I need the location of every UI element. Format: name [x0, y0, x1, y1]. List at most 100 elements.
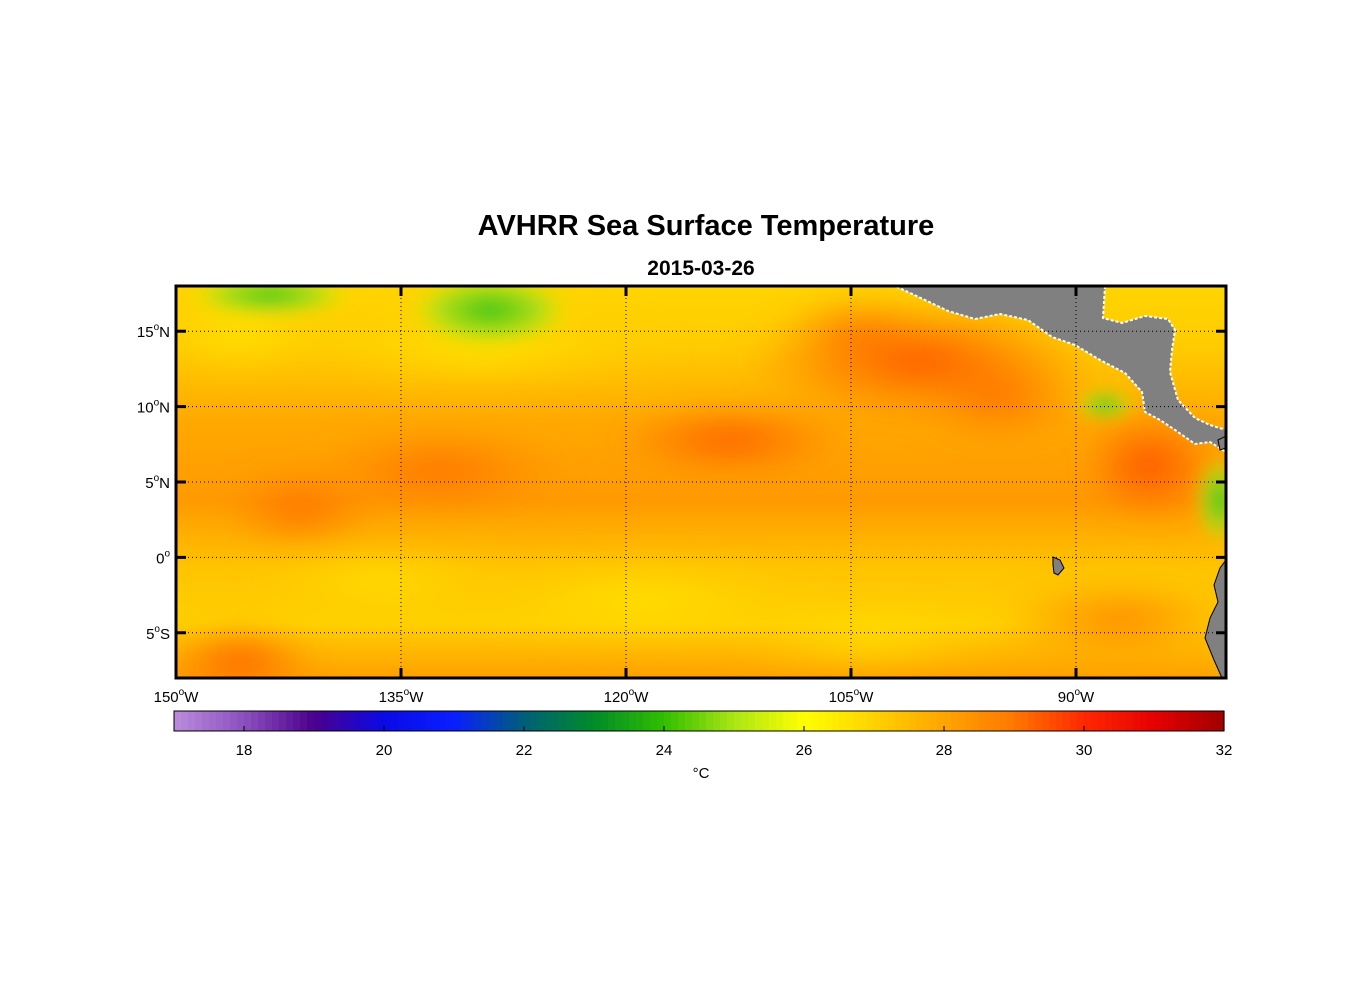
colorbar-step: [1210, 711, 1218, 731]
colorbar-step: [552, 711, 560, 731]
colorbar-step: [608, 711, 616, 731]
colorbar-step: [1126, 711, 1134, 731]
sst-field: [176, 286, 1226, 678]
colorbar-step: [223, 711, 231, 731]
colorbar-step: [447, 711, 455, 731]
colorbar-step: [797, 711, 805, 731]
colorbar-tick-label: 28: [936, 742, 953, 759]
colorbar-step: [755, 711, 763, 731]
colorbar-step: [1091, 711, 1099, 731]
colorbar-step: [1063, 711, 1071, 731]
colorbar-step: [1112, 711, 1120, 731]
colorbar-step: [1154, 711, 1162, 731]
colorbar-step: [258, 711, 266, 731]
colorbar-step: [1168, 711, 1176, 731]
colorbar-step: [811, 711, 819, 731]
colorbar-step: [293, 711, 301, 731]
colorbar-tick-label: 24: [656, 742, 673, 759]
colorbar-step: [461, 711, 469, 731]
colorbar-step: [440, 711, 448, 731]
colorbar-step: [678, 711, 686, 731]
colorbar-label: °C: [693, 765, 710, 782]
colorbar-step: [426, 711, 434, 731]
colorbar-step: [1021, 711, 1029, 731]
colorbar-step: [804, 711, 812, 731]
colorbar-step: [888, 711, 896, 731]
colorbar-step: [1000, 711, 1008, 731]
colorbar-step: [783, 711, 791, 731]
colorbar-step: [1175, 711, 1183, 731]
lon-tick-label: 135oW: [379, 687, 425, 706]
colorbar-step: [174, 711, 182, 731]
colorbar-frame: [173, 710, 1225, 732]
colorbar-step: [748, 711, 756, 731]
colorbar-step: [587, 711, 595, 731]
map-grid: [176, 286, 1226, 678]
colorbar-step: [1147, 711, 1155, 731]
colorbar-step: [1217, 711, 1225, 731]
colorbar-step: [1028, 711, 1036, 731]
colorbar-step: [895, 711, 903, 731]
colorbar-step: [489, 711, 497, 731]
colorbar-step: [860, 711, 868, 731]
colorbar-tick-label: 32: [1216, 742, 1233, 759]
colorbar-step: [1098, 711, 1106, 731]
colorbar-step: [958, 711, 966, 731]
colorbar-step: [538, 711, 546, 731]
colorbar-step: [216, 711, 224, 731]
colorbar-step: [209, 711, 217, 731]
colorbar-step: [713, 711, 721, 731]
colorbar-step: [902, 711, 910, 731]
colorbar-step: [993, 711, 1001, 731]
colorbar-step: [398, 711, 406, 731]
colorbar-step: [818, 711, 826, 731]
colorbar-tick-label: 22: [516, 742, 533, 759]
colorbar-step: [195, 711, 203, 731]
colorbar-step: [279, 711, 287, 731]
colorbar-step: [496, 711, 504, 731]
colorbar-step: [545, 711, 553, 731]
colorbar-step: [741, 711, 749, 731]
lat-tick-label: 0o: [156, 548, 170, 567]
colorbar-step: [916, 711, 924, 731]
colorbar-step: [1189, 711, 1197, 731]
colorbar-step: [230, 711, 238, 731]
colorbar-step: [1182, 711, 1190, 731]
colorbar-ticks: 18 20 22 24 26 28 30 32: [236, 726, 1233, 759]
colorbar-step: [468, 711, 476, 731]
colorbar-step: [573, 711, 581, 731]
colorbar-step: [237, 711, 245, 731]
central-america-land: [894, 286, 1226, 454]
chart-subtitle: 2015-03-26: [647, 257, 754, 280]
colorbar-step: [601, 711, 609, 731]
colorbar-step: [475, 711, 483, 731]
colorbar-step: [503, 711, 511, 731]
colorbar-step: [342, 711, 350, 731]
colorbar-step: [1203, 711, 1211, 731]
colorbar-step: [979, 711, 987, 731]
colorbar-step: [930, 711, 938, 731]
colorbar-step: [370, 711, 378, 731]
colorbar-step: [1070, 711, 1078, 731]
colorbar-step: [244, 711, 252, 731]
colorbar-step: [825, 711, 833, 731]
colorbar-step: [363, 711, 371, 731]
colorbar-step: [881, 711, 889, 731]
colorbar: [174, 711, 1225, 731]
colorbar-step: [1084, 711, 1092, 731]
lon-tick-label: 120oW: [604, 687, 650, 706]
lat-tick-label: 5oS: [146, 624, 170, 643]
colorbar-step: [1056, 711, 1064, 731]
panama-land: [1217, 435, 1226, 451]
lon-tick-label: 90oW: [1058, 687, 1095, 706]
chart-title: AVHRR Sea Surface Temperature: [478, 210, 935, 242]
colorbar-step: [692, 711, 700, 731]
colorbar-step: [853, 711, 861, 731]
colorbar-step: [972, 711, 980, 731]
longitude-labels: 150oW 135oW 120oW 105oW 90oW: [154, 687, 1095, 706]
colorbar-step: [636, 711, 644, 731]
colorbar-step: [944, 711, 952, 731]
colorbar-step: [265, 711, 273, 731]
colorbar-step: [643, 711, 651, 731]
colorbar-step: [356, 711, 364, 731]
